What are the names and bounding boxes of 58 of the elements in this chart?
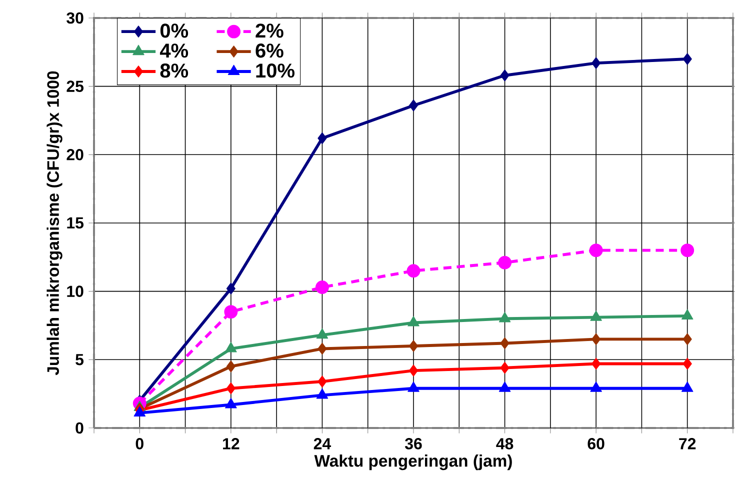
point: [592, 57, 601, 70]
y-tick-label: 10: [67, 286, 84, 297]
y-tick-label: 20: [66, 149, 84, 160]
point: [408, 382, 420, 392]
point: [318, 376, 327, 388]
x-tick-label: 72: [679, 438, 696, 450]
point: [226, 382, 236, 394]
point: [498, 312, 511, 322]
point: [226, 360, 236, 372]
point: [681, 382, 694, 392]
point: [498, 382, 511, 392]
legend-label: 8%: [160, 64, 188, 78]
point: [315, 280, 329, 294]
point: [406, 264, 420, 278]
point: [408, 340, 418, 352]
point: [316, 388, 328, 399]
x-tick-label: 24: [314, 438, 332, 450]
point: [224, 305, 238, 319]
point: [500, 362, 510, 374]
point: [498, 256, 512, 270]
x-tick-label: 0: [136, 438, 144, 450]
point: [680, 244, 694, 258]
point: [681, 309, 694, 320]
point: [225, 398, 237, 408]
point: [589, 244, 603, 258]
legend-label: 2%: [256, 24, 284, 38]
x-tick-label: 48: [496, 438, 514, 450]
x-axis-title: Waktu pengeringan (jam): [314, 454, 512, 470]
legend-label: 6%: [256, 44, 284, 58]
point: [682, 358, 692, 370]
x-tick-label: 60: [588, 438, 604, 450]
point: [500, 69, 510, 82]
point: [408, 100, 418, 112]
x-tick-label: 12: [223, 438, 240, 450]
point: [316, 328, 328, 339]
point: [590, 310, 602, 321]
point: [682, 53, 692, 65]
point: [318, 342, 327, 355]
point: [500, 337, 510, 350]
point: [408, 316, 420, 326]
legend-label: 0%: [160, 24, 188, 38]
y-tick-label: 0: [76, 422, 84, 434]
legend-label: 4%: [160, 44, 188, 58]
point: [318, 132, 327, 144]
point: [592, 358, 601, 370]
point: [408, 364, 418, 377]
y-axis-title: Jumlah mikrorganisme (CFU/gr)x 1000: [46, 71, 62, 376]
point: [682, 333, 692, 346]
y-tick-label: 15: [67, 217, 84, 229]
y-tick-label: 25: [66, 80, 84, 92]
point: [592, 333, 601, 346]
point: [225, 342, 237, 352]
x-tick-label: 36: [404, 438, 422, 450]
y-tick-label: 5: [76, 354, 84, 366]
y-tick-label: 30: [66, 12, 84, 24]
legend-label: 10%: [256, 64, 294, 78]
point: [226, 282, 236, 295]
point: [590, 382, 602, 392]
